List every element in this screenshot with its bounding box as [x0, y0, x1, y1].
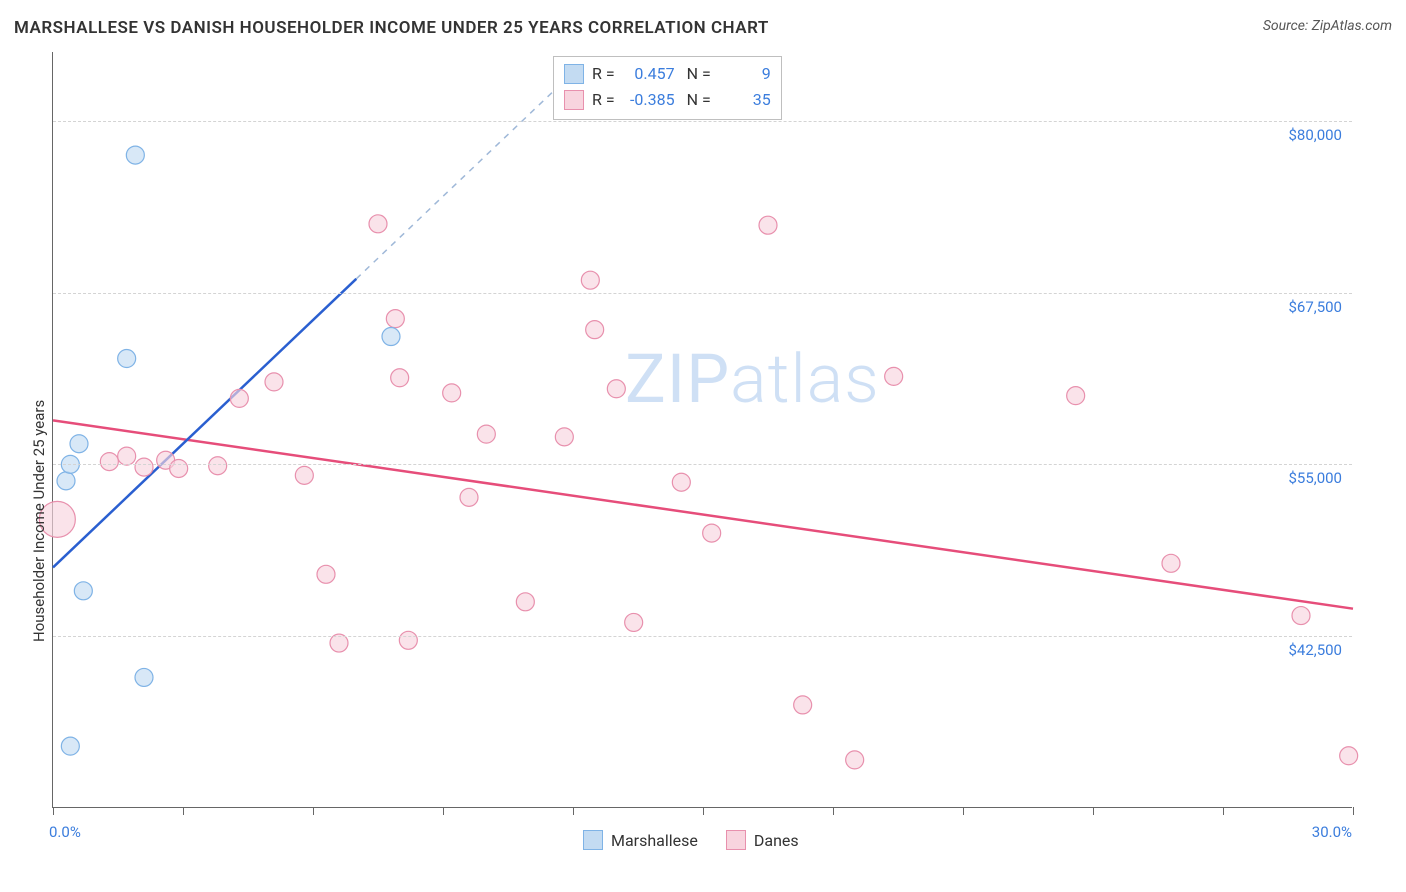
scatter-point — [885, 367, 903, 385]
scatter-point — [581, 271, 599, 289]
n-value-danes: 35 — [719, 87, 771, 113]
title-bar: MARSHALLESE VS DANISH HOUSEHOLDER INCOME… — [14, 18, 1392, 38]
scatter-point — [61, 737, 79, 755]
scatter-point — [586, 321, 604, 339]
x-tick — [833, 807, 834, 815]
scatter-point — [265, 373, 283, 391]
swatch-danes — [726, 830, 746, 850]
scatter-point — [1340, 747, 1358, 765]
gridline — [53, 464, 1352, 465]
y-tick-label: $42,500 — [1288, 641, 1342, 659]
x-tick — [1353, 807, 1354, 815]
x-tick — [443, 807, 444, 815]
gridline — [53, 121, 1352, 122]
x-range-end: 30.0% — [1312, 823, 1352, 841]
scatter-point — [607, 380, 625, 398]
r-label: R = — [592, 87, 615, 113]
source-label: Source: ZipAtlas.com — [1263, 18, 1392, 34]
scatter-point — [126, 146, 144, 164]
n-label: N = — [683, 87, 711, 113]
scatter-point — [369, 215, 387, 233]
swatch-marshallese — [583, 830, 603, 850]
y-axis-label: Householder Income Under 25 years — [30, 399, 48, 641]
x-tick — [573, 807, 574, 815]
r-value-danes: -0.385 — [623, 87, 675, 113]
scatter-point — [443, 384, 461, 402]
scatter-svg — [53, 52, 1353, 808]
scatter-point — [118, 350, 136, 368]
scatter-point — [1067, 387, 1085, 405]
x-tick — [1093, 807, 1094, 815]
x-tick — [183, 807, 184, 815]
y-tick-label: $55,000 — [1288, 469, 1342, 487]
trend-line — [53, 420, 1353, 608]
x-tick — [53, 807, 54, 815]
x-tick — [313, 807, 314, 815]
scatter-point — [672, 473, 690, 491]
scatter-point — [516, 593, 534, 611]
scatter-point — [135, 458, 153, 476]
scatter-point — [391, 369, 409, 387]
scatter-point — [295, 466, 313, 484]
n-label: N = — [683, 61, 711, 87]
scatter-point — [846, 751, 864, 769]
trend-line — [356, 73, 573, 279]
scatter-point — [1292, 607, 1310, 625]
plot-area: ZIPatlas R = 0.457 N = 9 R = -0.385 N = … — [52, 52, 1352, 808]
scatter-point — [625, 613, 643, 631]
n-value-marshallese: 9 — [719, 61, 771, 87]
scatter-point — [74, 582, 92, 600]
gridline — [53, 293, 1352, 294]
scatter-point — [477, 425, 495, 443]
legend-label-danes: Danes — [754, 831, 799, 850]
scatter-point — [118, 447, 136, 465]
swatch-marshallese — [564, 64, 584, 84]
scatter-point — [460, 488, 478, 506]
scatter-point — [135, 668, 153, 686]
r-value-marshallese: 0.457 — [623, 61, 675, 87]
y-tick-label: $67,500 — [1288, 298, 1342, 316]
scatter-point — [382, 328, 400, 346]
scatter-point — [170, 459, 188, 477]
scatter-point — [703, 524, 721, 542]
correlation-stats-box: R = 0.457 N = 9 R = -0.385 N = 35 — [553, 56, 782, 120]
r-label: R = — [592, 61, 615, 87]
series-legend: Marshallese Danes — [583, 830, 799, 850]
scatter-point — [759, 216, 777, 234]
trend-line — [53, 279, 356, 568]
scatter-point — [100, 453, 118, 471]
legend-item-marshallese: Marshallese — [583, 830, 698, 850]
x-tick — [703, 807, 704, 815]
scatter-point — [386, 310, 404, 328]
legend-item-danes: Danes — [726, 830, 799, 850]
stats-row-marshallese: R = 0.457 N = 9 — [564, 61, 771, 87]
scatter-point — [1162, 554, 1180, 572]
gridline — [53, 636, 1352, 637]
scatter-point — [317, 565, 335, 583]
x-tick — [963, 807, 964, 815]
scatter-point — [70, 435, 88, 453]
scatter-point — [794, 696, 812, 714]
scatter-point — [209, 457, 227, 475]
scatter-point — [399, 631, 417, 649]
scatter-point — [57, 472, 75, 490]
swatch-danes — [564, 90, 584, 110]
scatter-point — [555, 428, 573, 446]
y-tick-label: $80,000 — [1288, 126, 1342, 144]
legend-label-marshallese: Marshallese — [611, 831, 698, 850]
stats-row-danes: R = -0.385 N = 35 — [564, 87, 771, 113]
x-range-start: 0.0% — [49, 823, 81, 841]
scatter-point — [230, 389, 248, 407]
chart-title: MARSHALLESE VS DANISH HOUSEHOLDER INCOME… — [14, 18, 769, 38]
x-tick — [1223, 807, 1224, 815]
